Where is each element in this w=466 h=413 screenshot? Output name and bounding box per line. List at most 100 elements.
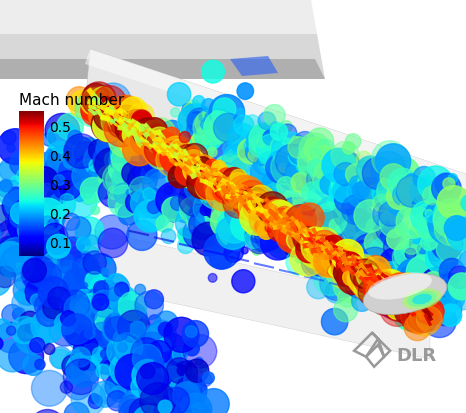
- Circle shape: [104, 258, 111, 265]
- Circle shape: [103, 350, 111, 359]
- Circle shape: [61, 290, 89, 320]
- Circle shape: [163, 387, 189, 413]
- Circle shape: [296, 154, 319, 176]
- Circle shape: [154, 358, 164, 368]
- Circle shape: [371, 273, 388, 290]
- Circle shape: [410, 223, 432, 244]
- Circle shape: [233, 145, 243, 155]
- Circle shape: [194, 382, 207, 396]
- Circle shape: [193, 157, 212, 176]
- Circle shape: [391, 278, 425, 312]
- Circle shape: [424, 272, 443, 292]
- Circle shape: [448, 273, 466, 300]
- Circle shape: [152, 375, 175, 398]
- Circle shape: [187, 116, 213, 143]
- Circle shape: [206, 109, 228, 132]
- Circle shape: [396, 287, 430, 320]
- Circle shape: [135, 162, 157, 184]
- Circle shape: [309, 232, 336, 259]
- Circle shape: [331, 170, 359, 197]
- Circle shape: [163, 128, 180, 146]
- Circle shape: [200, 171, 212, 183]
- Circle shape: [124, 331, 136, 342]
- Circle shape: [98, 229, 128, 258]
- Circle shape: [251, 208, 266, 222]
- Circle shape: [62, 349, 96, 382]
- Circle shape: [80, 91, 95, 106]
- Circle shape: [355, 261, 388, 294]
- Circle shape: [120, 98, 146, 124]
- Circle shape: [257, 140, 266, 148]
- Circle shape: [113, 333, 143, 363]
- Circle shape: [301, 231, 330, 260]
- Circle shape: [204, 233, 240, 269]
- Circle shape: [54, 261, 75, 282]
- Circle shape: [164, 146, 190, 172]
- Circle shape: [246, 142, 267, 163]
- Circle shape: [310, 232, 317, 238]
- Circle shape: [288, 148, 307, 166]
- Circle shape: [207, 185, 218, 196]
- Circle shape: [182, 144, 208, 170]
- Circle shape: [112, 182, 132, 201]
- Circle shape: [304, 138, 328, 162]
- Circle shape: [373, 201, 400, 228]
- Circle shape: [316, 245, 348, 277]
- Circle shape: [181, 153, 212, 184]
- Circle shape: [7, 326, 16, 335]
- Circle shape: [133, 408, 141, 413]
- Circle shape: [313, 235, 334, 256]
- Circle shape: [161, 197, 172, 209]
- Circle shape: [182, 104, 195, 117]
- Circle shape: [122, 387, 156, 413]
- Circle shape: [158, 383, 173, 398]
- Circle shape: [46, 240, 65, 259]
- Circle shape: [29, 216, 50, 236]
- Circle shape: [353, 250, 365, 263]
- Circle shape: [102, 268, 108, 275]
- Circle shape: [196, 211, 219, 234]
- Circle shape: [205, 175, 229, 200]
- Circle shape: [274, 217, 288, 232]
- Circle shape: [15, 199, 35, 219]
- Circle shape: [9, 208, 28, 227]
- Circle shape: [344, 267, 376, 299]
- Circle shape: [209, 95, 245, 131]
- Circle shape: [179, 393, 212, 413]
- Circle shape: [104, 286, 131, 313]
- Circle shape: [404, 177, 427, 200]
- Circle shape: [322, 250, 331, 260]
- Circle shape: [406, 288, 432, 315]
- Circle shape: [308, 148, 316, 156]
- Circle shape: [140, 121, 167, 148]
- Circle shape: [25, 324, 34, 333]
- Circle shape: [270, 124, 288, 141]
- Circle shape: [247, 126, 280, 159]
- Circle shape: [263, 214, 270, 221]
- Circle shape: [174, 157, 185, 168]
- Circle shape: [276, 219, 302, 246]
- Circle shape: [253, 247, 260, 255]
- Circle shape: [183, 134, 201, 152]
- Polygon shape: [230, 57, 278, 77]
- Circle shape: [204, 112, 235, 143]
- Circle shape: [192, 132, 207, 147]
- Circle shape: [217, 209, 252, 243]
- Circle shape: [136, 332, 169, 365]
- Circle shape: [342, 195, 371, 225]
- Circle shape: [112, 168, 144, 199]
- Circle shape: [42, 133, 56, 147]
- Circle shape: [370, 273, 396, 299]
- Circle shape: [435, 173, 457, 195]
- Circle shape: [222, 168, 246, 192]
- Circle shape: [292, 199, 308, 216]
- Circle shape: [310, 149, 322, 160]
- Circle shape: [247, 186, 275, 214]
- Circle shape: [372, 180, 401, 208]
- Circle shape: [300, 219, 335, 254]
- Circle shape: [345, 277, 356, 288]
- Circle shape: [29, 202, 60, 232]
- Circle shape: [21, 256, 56, 292]
- Circle shape: [258, 202, 273, 216]
- Circle shape: [283, 224, 306, 247]
